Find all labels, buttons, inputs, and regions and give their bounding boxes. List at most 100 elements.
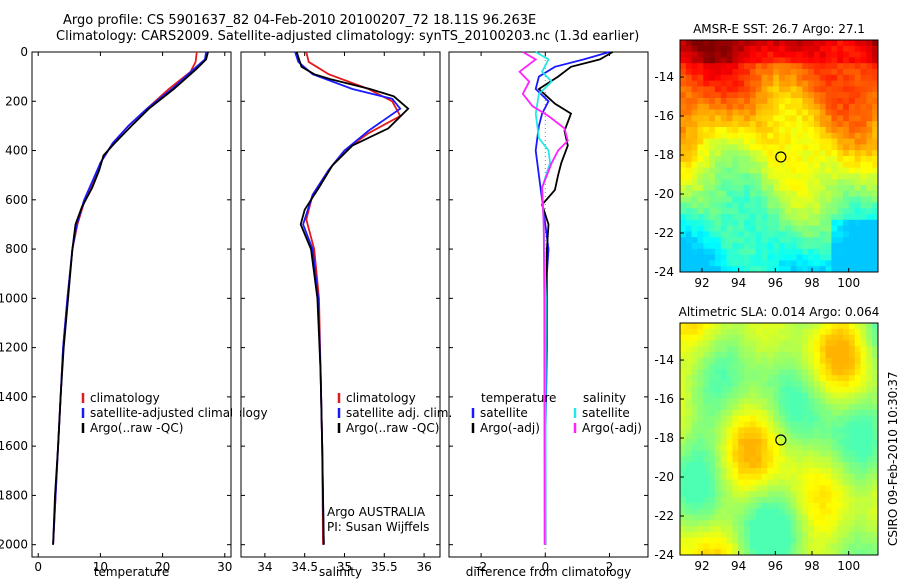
sst-cell xyxy=(802,179,809,186)
sst-cell xyxy=(779,109,786,116)
sst-cell xyxy=(808,208,815,215)
sla-cell xyxy=(872,485,879,492)
sst-cell xyxy=(738,208,745,215)
sst-cell xyxy=(784,231,792,238)
sst-cell xyxy=(680,231,687,238)
sla-cell xyxy=(813,375,821,382)
sst-cell xyxy=(831,156,838,163)
sst-cell xyxy=(691,266,698,273)
sst-cell xyxy=(709,144,716,151)
sst-cell xyxy=(843,138,850,145)
sla-cell xyxy=(779,450,786,457)
sla-cell xyxy=(860,398,867,405)
sla-cell xyxy=(825,328,832,335)
sst-cell xyxy=(866,74,873,81)
sla-cell xyxy=(744,526,751,533)
sla-cell xyxy=(872,381,879,388)
sla-cell xyxy=(860,433,867,440)
sla-cell xyxy=(790,444,797,451)
sst-cell xyxy=(866,179,873,186)
sla-cell xyxy=(779,485,786,492)
sst-cell xyxy=(837,219,844,226)
sla-cell xyxy=(837,404,844,411)
sst-cell xyxy=(866,214,873,221)
sst-cell xyxy=(680,115,687,122)
salinity-xtick-label: 35 xyxy=(337,560,352,574)
sst-cell xyxy=(843,132,850,139)
sla-cell xyxy=(680,369,687,376)
sla-cell xyxy=(714,433,722,440)
sst-cell xyxy=(790,260,797,267)
sla-cell xyxy=(767,537,774,544)
sst-cell xyxy=(872,86,879,93)
sla-cell xyxy=(749,526,757,533)
sst-cell xyxy=(779,179,786,186)
sla-cell xyxy=(691,328,698,335)
sst-cell xyxy=(843,127,850,134)
sla-cell xyxy=(680,549,687,556)
sla-cell xyxy=(796,531,803,538)
sla-cell xyxy=(831,473,838,480)
sst-cell xyxy=(825,144,832,151)
sst-cell xyxy=(732,92,739,99)
sla-cell xyxy=(837,346,844,353)
sla-cell xyxy=(796,433,803,440)
sst-ytick-label: -20 xyxy=(654,187,674,201)
sla-cell xyxy=(767,352,774,359)
sla-cell xyxy=(761,468,768,475)
sla-cell xyxy=(761,462,768,469)
sst-cell xyxy=(866,138,873,145)
sla-cell xyxy=(860,439,867,446)
sst-cell xyxy=(709,80,716,87)
sst-cell xyxy=(680,248,687,255)
sst-cell xyxy=(685,144,693,151)
sla-axes-frame xyxy=(679,322,879,556)
sla-cell xyxy=(714,520,722,527)
sla-cell xyxy=(761,514,768,521)
sla-cell xyxy=(749,450,757,457)
sla-cell xyxy=(703,392,710,399)
sst-cell xyxy=(691,161,698,168)
sst-cell xyxy=(837,80,844,87)
sla-cell xyxy=(854,410,861,417)
sla-cell xyxy=(802,334,809,341)
sla-cell xyxy=(854,334,861,341)
sst-cell xyxy=(796,115,803,122)
sst-cell xyxy=(720,74,727,81)
sla-cell xyxy=(808,369,815,376)
sla-cell xyxy=(749,381,757,388)
sst-cell xyxy=(749,179,757,186)
sst-cell xyxy=(773,138,780,145)
sla-cell xyxy=(866,549,873,556)
sst-cell xyxy=(685,225,693,232)
sst-cell xyxy=(691,63,698,70)
sla-cell xyxy=(738,323,745,330)
sst-cell xyxy=(761,144,768,151)
sla-cell xyxy=(860,502,867,509)
sst-cell xyxy=(837,150,844,157)
sst-cell xyxy=(819,144,826,151)
sla-cell xyxy=(819,485,826,492)
sla-cell xyxy=(779,363,786,370)
sla-cell xyxy=(761,439,768,446)
sla-cell xyxy=(732,340,739,347)
sst-cell xyxy=(837,69,844,76)
sst-cell xyxy=(860,51,867,58)
sst-cell xyxy=(709,109,716,116)
sla-cell xyxy=(819,531,826,538)
sst-cell xyxy=(854,260,861,267)
sst-cell xyxy=(808,127,815,134)
sla-cell xyxy=(691,531,698,538)
sst-cell xyxy=(872,248,879,255)
sst-cell xyxy=(709,51,716,58)
sla-cell xyxy=(802,543,809,550)
sla-cell xyxy=(709,456,716,463)
sla-cell xyxy=(813,334,821,341)
sst-cell xyxy=(825,63,832,70)
sst-cell xyxy=(732,132,739,139)
sla-cell xyxy=(843,549,850,556)
sst-cell xyxy=(697,80,704,87)
sst-cell xyxy=(685,219,693,226)
sst-cell xyxy=(860,156,867,163)
sla-cell xyxy=(808,520,815,527)
